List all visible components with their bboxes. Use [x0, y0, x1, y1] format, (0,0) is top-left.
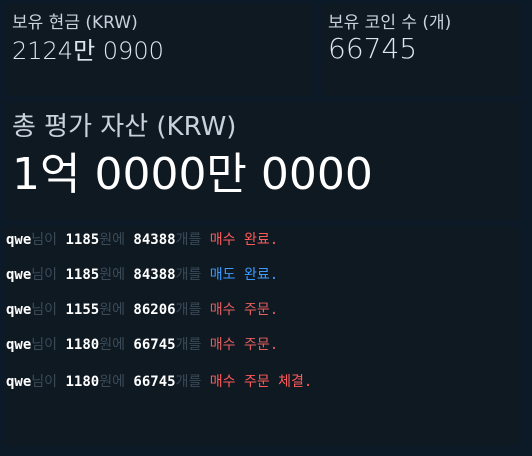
log-text: 님이 [31, 232, 58, 248]
log-action: 매도 완료. [209, 267, 279, 283]
log-action: 매수 주문. [209, 302, 279, 318]
coins-value: 66745 [328, 32, 418, 65]
log-text: 개를 [175, 267, 202, 283]
log-text: 원에 [99, 267, 125, 283]
log-price: 1180 [65, 337, 100, 353]
cash-card: 보유 현금 (KRW) 2124만 0900 [6, 4, 311, 96]
log-text: 님이 [31, 302, 58, 318]
total-assets-card: 총 평가 자산 (KRW) 1억 0000만 0000 [6, 102, 520, 220]
log-text: 개를 [175, 302, 202, 318]
log-action: 매수 주문 체결. [209, 374, 313, 390]
coins-label: 보유 코인 수 (개) [328, 13, 452, 33]
log-text: 개를 [175, 374, 202, 390]
log-text: 원에 [99, 374, 125, 390]
log-qty: 84388 [133, 267, 176, 283]
log-price: 1155 [65, 302, 100, 318]
log-user: qwe [6, 374, 32, 390]
total-assets-value: 1억 0000만 0000 [12, 149, 373, 200]
cash-value: 2124만 0900 [12, 37, 164, 65]
log-text: 님이 [31, 374, 58, 390]
log-action: 매수 완료. [209, 232, 279, 248]
coins-card: 보유 코인 수 (개) 66745 [322, 4, 520, 96]
trade-log: qwe님이 1185원에 84388개를 매수 완료. qwe님이 1185원에… [6, 226, 520, 446]
log-user: qwe [6, 232, 32, 248]
log-text: 님이 [31, 337, 58, 353]
log-action: 매수 주문. [209, 337, 279, 353]
log-qty: 66745 [133, 374, 176, 390]
log-qty: 86206 [133, 302, 176, 318]
log-user: qwe [6, 302, 32, 318]
log-text: 개를 [175, 337, 202, 353]
log-text: 원에 [99, 337, 125, 353]
log-text: 원에 [99, 302, 125, 318]
cash-label: 보유 현금 (KRW) [12, 13, 138, 33]
log-qty: 84388 [133, 232, 176, 248]
total-assets-label: 총 평가 자산 (KRW) [12, 112, 237, 142]
log-user: qwe [6, 267, 32, 283]
log-entry: qwe님이 1185원에 84388개를 매수 완료. [6, 229, 278, 251]
log-qty: 66745 [133, 337, 176, 353]
log-entry: qwe님이 1180원에 66745개를 매수 주문. [6, 334, 278, 356]
log-entry: qwe님이 1185원에 84388개를 매도 완료. [6, 264, 278, 286]
log-price: 1185 [65, 267, 100, 283]
log-user: qwe [6, 337, 32, 353]
log-text: 개를 [175, 232, 202, 248]
log-price: 1185 [65, 232, 100, 248]
log-entry: qwe님이 1180원에 66745개를 매수 주문 체결. [6, 371, 312, 393]
log-price: 1180 [65, 374, 100, 390]
log-entry: qwe님이 1155원에 86206개를 매수 주문. [6, 299, 278, 321]
log-text: 님이 [31, 267, 58, 283]
log-text: 원에 [99, 232, 125, 248]
